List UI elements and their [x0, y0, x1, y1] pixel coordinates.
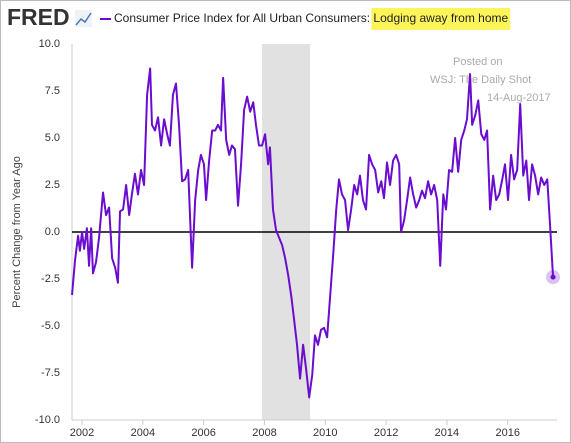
x-tick-label: 2004: [131, 427, 155, 439]
x-tick-label: 2008: [252, 427, 276, 439]
series-line: [71, 67, 555, 399]
x-tick-label: 2014: [435, 427, 459, 439]
annotation: WSJ: The Daily Shot: [430, 74, 531, 86]
y-tick-label: 5.0: [45, 132, 60, 144]
y-tick-label: -10.0: [35, 414, 60, 426]
y-tick-label: -5.0: [41, 320, 60, 332]
legend-highlight: [371, 8, 511, 30]
y-tick-label: 2.5: [45, 179, 60, 191]
y-axis-label: Percent Change from Year Ago: [11, 156, 23, 308]
logo-icon: [75, 10, 92, 27]
annotation: Posted on: [453, 56, 503, 68]
x-tick-label: 2010: [313, 427, 337, 439]
x-tick-label: 2002: [70, 427, 94, 439]
last-point: [550, 274, 556, 280]
y-tick-label: 7.5: [45, 85, 60, 97]
x-tick-label: 2006: [191, 427, 215, 439]
logo: FRED: [7, 4, 70, 30]
x-tick-label: 2016: [495, 427, 519, 439]
y-tick-label: 0.0: [45, 226, 60, 238]
y-tick-label: -2.5: [41, 273, 60, 285]
y-tick-label: 10.0: [39, 38, 60, 50]
x-tick-label: 2012: [374, 427, 398, 439]
legend-label: Consumer Price Index for All Urban Consu…: [114, 11, 509, 25]
annotation: 14-Aug-2017: [487, 92, 551, 104]
y-tick-label: -7.5: [41, 367, 60, 379]
